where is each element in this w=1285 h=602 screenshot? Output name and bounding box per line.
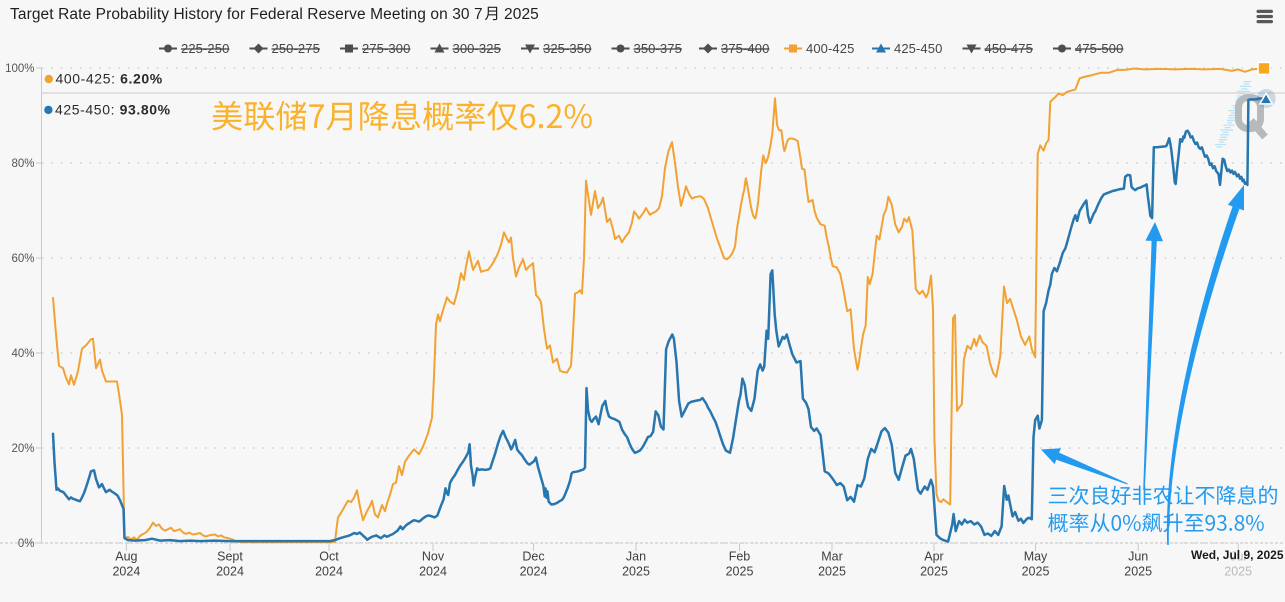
svg-text:Aug: Aug bbox=[115, 550, 137, 564]
svg-text:325-350: 325-350 bbox=[543, 41, 591, 56]
svg-text:225-250: 225-250 bbox=[181, 41, 229, 56]
svg-text:2025: 2025 bbox=[920, 565, 948, 579]
svg-text:2024: 2024 bbox=[112, 565, 140, 579]
svg-text:Jan: Jan bbox=[626, 550, 646, 564]
svg-text:40%: 40% bbox=[11, 348, 34, 360]
svg-text:400-425: 400-425 bbox=[806, 41, 854, 56]
svg-text:2025: 2025 bbox=[818, 565, 846, 579]
svg-text:2025: 2025 bbox=[1124, 565, 1152, 579]
svg-text:20%: 20% bbox=[11, 443, 34, 455]
svg-text:Sept: Sept bbox=[217, 550, 243, 564]
svg-text:2025: 2025 bbox=[622, 565, 650, 579]
svg-text:400-425: 6.20%: 400-425: 6.20% bbox=[56, 71, 163, 87]
svg-text:2024: 2024 bbox=[520, 565, 548, 579]
svg-text:2024: 2024 bbox=[419, 565, 447, 579]
svg-text:250-275: 250-275 bbox=[272, 41, 320, 56]
svg-text:Nov: Nov bbox=[422, 550, 445, 564]
svg-text:Oct: Oct bbox=[319, 550, 339, 564]
svg-text:Mar: Mar bbox=[821, 550, 843, 564]
svg-text:425-450: 425-450 bbox=[894, 41, 942, 56]
svg-text:2025: 2025 bbox=[726, 565, 754, 579]
svg-text:275-300: 275-300 bbox=[362, 41, 410, 56]
svg-text:2025: 2025 bbox=[1022, 565, 1050, 579]
svg-text:2024: 2024 bbox=[216, 565, 244, 579]
svg-text:Wed, Jul 9, 2025: Wed, Jul 9, 2025 bbox=[1191, 548, 1284, 562]
svg-text:0%: 0% bbox=[18, 538, 35, 550]
svg-text:60%: 60% bbox=[11, 253, 34, 265]
svg-text:Dec: Dec bbox=[522, 550, 544, 564]
svg-text:2024: 2024 bbox=[315, 565, 343, 579]
svg-text:2025: 2025 bbox=[504, 6, 539, 23]
svg-text:Jun: Jun bbox=[1128, 550, 1148, 564]
svg-text:350-375: 350-375 bbox=[634, 41, 682, 56]
svg-text:Feb: Feb bbox=[729, 550, 751, 564]
svg-text:300-325: 300-325 bbox=[453, 41, 501, 56]
svg-text:Jul: Jul bbox=[1230, 550, 1246, 564]
svg-text:375-400: 375-400 bbox=[721, 41, 769, 56]
svg-text:Target Rate Probability Histor: Target Rate Probability History for Fede… bbox=[10, 6, 483, 23]
svg-text:2025: 2025 bbox=[1224, 565, 1252, 579]
svg-text:Apr: Apr bbox=[924, 550, 943, 564]
svg-text:425-450: 93.80%: 425-450: 93.80% bbox=[55, 102, 171, 118]
svg-text:450-475: 450-475 bbox=[985, 41, 1033, 56]
svg-text:475-500: 475-500 bbox=[1075, 41, 1123, 56]
svg-text:May: May bbox=[1024, 550, 1048, 564]
svg-text:80%: 80% bbox=[11, 158, 34, 170]
svg-text:100%: 100% bbox=[5, 63, 34, 75]
